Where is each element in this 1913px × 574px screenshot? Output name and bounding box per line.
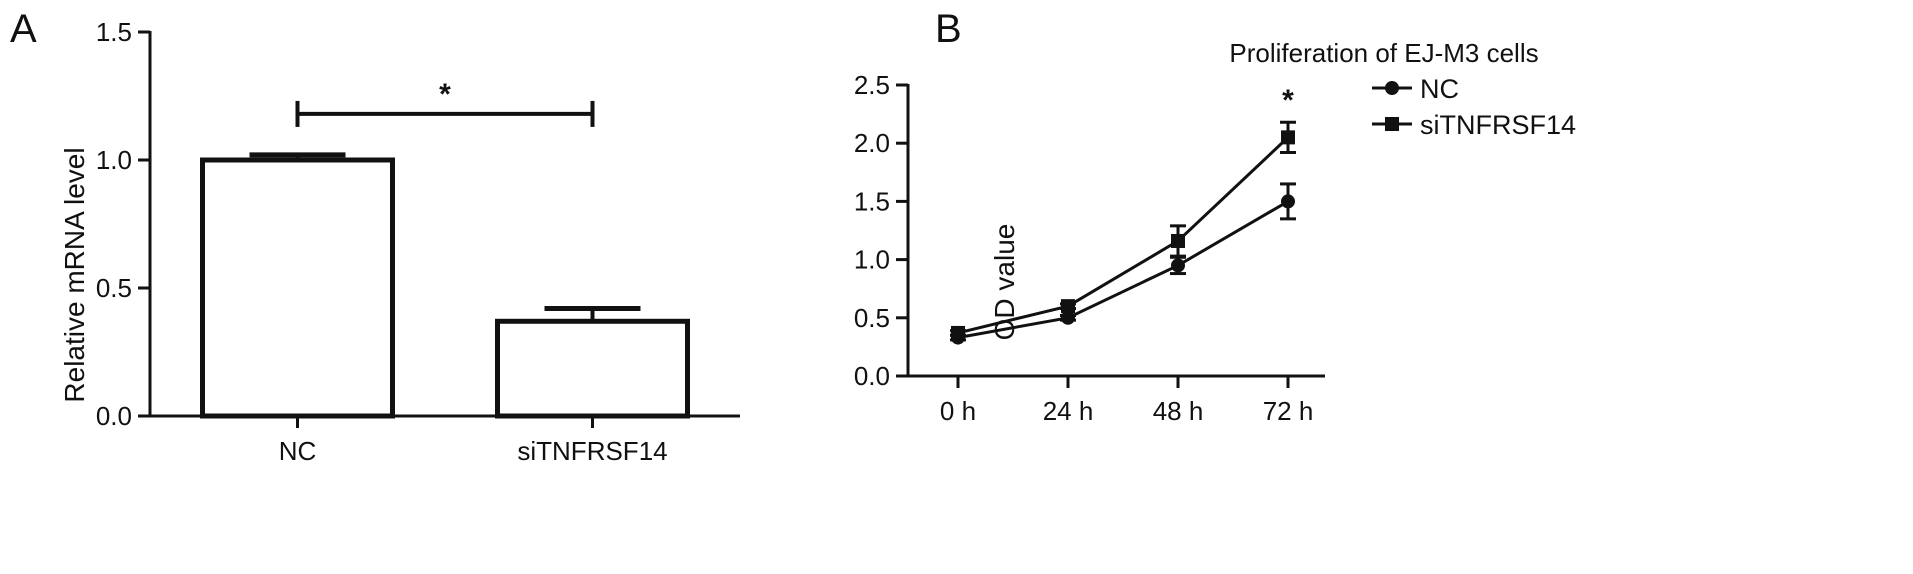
series-line-nc <box>957 200 1289 340</box>
panel-a-x-tick-label: NC <box>279 436 317 466</box>
significance-star-72-h: * <box>1282 84 1294 117</box>
panel-b-axes <box>906 84 1325 378</box>
panel-a-significance: * <box>295 78 595 127</box>
panel-b-series <box>950 120 1296 345</box>
data-point-nc <box>1171 258 1185 273</box>
data-point-sitnfrsf14 <box>1171 233 1185 248</box>
data-point-sitnfrsf14 <box>1281 130 1295 145</box>
data-point-nc <box>1281 194 1295 209</box>
panel-letter-b: B <box>935 7 962 51</box>
legend-marker-sitnfrsf14 <box>1385 117 1399 131</box>
panel-b-x-tick-label: 0 h <box>940 396 976 426</box>
panel-b-ticks: 0.0 0.5 1.0 1.5 2.0 2.5 0 h 24 h 48 h 72 h <box>854 70 1313 426</box>
panel-b-y-tick-label: 0.0 <box>854 361 890 391</box>
legend-label-nc: NC <box>1420 74 1459 104</box>
panel-a-y-tick-label: 1.0 <box>96 145 132 175</box>
panel-b-line-chart: B Proliferation of EJ-M3 cells OD value … <box>854 7 1576 426</box>
panel-b-y-tick-label: 1.0 <box>854 245 890 275</box>
significance-star: * <box>439 78 451 111</box>
data-point-sitnfrsf14 <box>1061 299 1075 314</box>
bar-nc <box>200 157 395 419</box>
panel-a-bar-chart: A Relative mRNA level 0.0 0.5 1.0 1.5 NC siTN… <box>10 7 740 466</box>
panel-a-ticks: 0.0 0.5 1.0 1.5 NC siTNFRSF14 <box>96 17 668 466</box>
panel-a-y-tick-label: 0.5 <box>96 273 132 303</box>
panel-b-title: Proliferation of EJ-M3 cells <box>1229 38 1538 68</box>
legend-marker-nc <box>1385 81 1399 95</box>
series-line-sitnfrsf14 <box>957 136 1290 335</box>
panel-b-y-tick-label: 2.0 <box>854 128 890 158</box>
legend-item-nc: NC <box>1372 74 1459 104</box>
panel-a-y-tick-label: 0.0 <box>96 401 132 431</box>
panel-b-y-tick-label: 0.5 <box>854 303 890 333</box>
panel-b-x-tick-label: 72 h <box>1263 396 1314 426</box>
panel-b-annotations: * <box>1282 84 1294 117</box>
panel-a-y-axis-title: Relative mRNA level <box>59 147 90 402</box>
legend-item-sitnfrsf14: siTNFRSF14 <box>1372 110 1576 140</box>
panel-b-legend: NC siTNFRSF14 <box>1372 74 1576 140</box>
panel-b-x-tick-label: 48 h <box>1153 396 1204 426</box>
data-point-nc <box>1061 310 1075 325</box>
panel-a-x-tick-label: siTNFRSF14 <box>517 436 667 466</box>
panel-b-y-tick-label: 2.5 <box>854 70 890 100</box>
legend-label-sitnfrsf14: siTNFRSF14 <box>1420 110 1576 140</box>
series-sitnfrsf14 <box>950 120 1296 340</box>
panel-letter-a: A <box>10 7 37 51</box>
panel-b-y-tick-label: 1.5 <box>854 186 890 216</box>
panel-b-x-tick-label: 24 h <box>1043 396 1094 426</box>
bar-sitnfrsf14 <box>495 318 690 419</box>
panel-a-y-tick-label: 1.5 <box>96 17 132 47</box>
panel-a-bars <box>200 152 690 419</box>
data-point-sitnfrsf14 <box>951 325 965 340</box>
